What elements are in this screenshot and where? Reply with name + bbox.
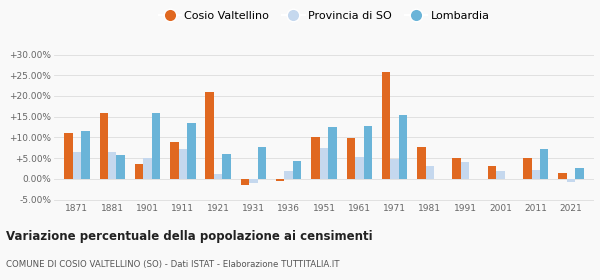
Bar	[116, 155, 125, 179]
Bar	[452, 158, 461, 179]
Bar	[382, 72, 391, 179]
Bar	[567, 179, 575, 182]
Bar	[575, 169, 584, 179]
Bar	[391, 159, 399, 179]
Bar	[461, 162, 469, 179]
Bar	[108, 152, 116, 179]
Bar	[532, 170, 540, 179]
Bar	[170, 141, 179, 179]
Bar	[540, 149, 548, 179]
Bar	[135, 164, 143, 179]
Bar	[73, 152, 81, 179]
Text: COMUNE DI COSIO VALTELLINO (SO) - Dati ISTAT - Elaborazione TUTTITALIA.IT: COMUNE DI COSIO VALTELLINO (SO) - Dati I…	[6, 260, 340, 269]
Bar	[320, 148, 328, 179]
Bar	[187, 123, 196, 179]
Bar	[488, 166, 496, 179]
Bar	[205, 92, 214, 179]
Bar	[100, 113, 108, 179]
Bar	[64, 133, 73, 179]
Bar	[425, 166, 434, 179]
Bar	[152, 113, 160, 179]
Bar	[311, 137, 320, 179]
Bar	[179, 149, 187, 179]
Bar	[249, 179, 257, 183]
Bar	[355, 157, 364, 179]
Bar	[417, 146, 425, 179]
Bar	[276, 179, 284, 181]
Bar	[328, 127, 337, 179]
Text: Variazione percentuale della popolazione ai censimenti: Variazione percentuale della popolazione…	[6, 230, 373, 242]
Bar	[347, 138, 355, 179]
Bar	[293, 161, 301, 179]
Bar	[399, 115, 407, 179]
Bar	[143, 158, 152, 179]
Bar	[496, 171, 505, 179]
Bar	[257, 146, 266, 179]
Bar	[223, 154, 231, 179]
Bar	[284, 171, 293, 179]
Bar	[559, 172, 567, 179]
Bar	[81, 131, 89, 179]
Bar	[214, 174, 223, 179]
Legend: Cosio Valtellino, Provincia di SO, Lombardia: Cosio Valtellino, Provincia di SO, Lomba…	[158, 11, 490, 21]
Bar	[241, 179, 249, 185]
Bar	[523, 158, 532, 179]
Bar	[364, 126, 372, 179]
